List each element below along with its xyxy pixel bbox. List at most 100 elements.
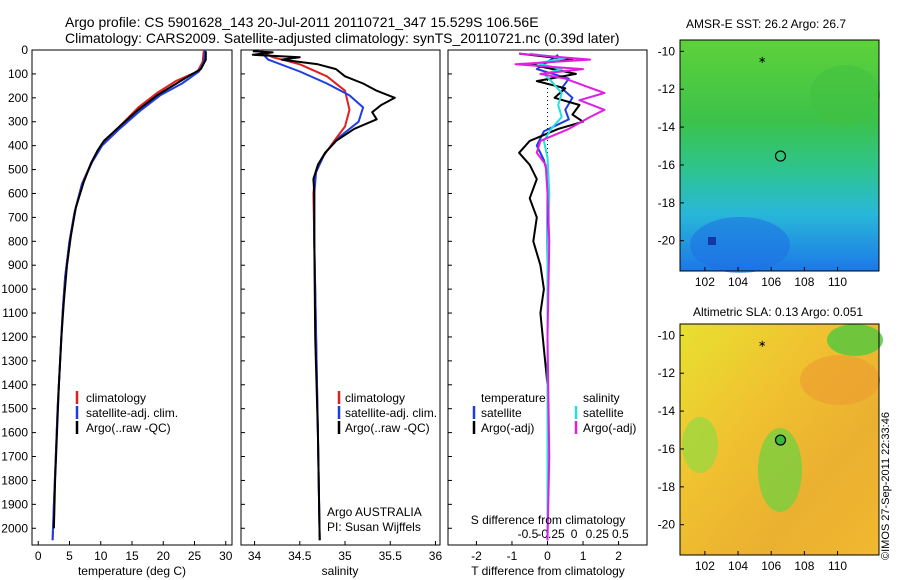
difference-legend: temperature salinity satellite Argo(-adj… — [472, 391, 636, 435]
s-difference-label: S difference from climatology — [471, 513, 626, 527]
profile-location-marker — [774, 150, 787, 162]
x-tick-label: 34 — [248, 549, 262, 563]
map-lat-label: -10 — [658, 44, 676, 58]
x-tick-label: 0 — [35, 549, 42, 563]
difference-panel: -2 -1 0 1 2 -0.5 -0.25 0 0.25 0.5 T difference f… — [447, 49, 648, 578]
salinity-legend: climatology satellite-adj. clim. Argo(..… — [337, 391, 437, 435]
sst-map-markers: ∗ — [758, 55, 787, 162]
depth-tick-label: 1600 — [1, 426, 28, 440]
depth-tick-label: 100 — [8, 67, 28, 81]
x-tick-label: 36 — [429, 549, 443, 563]
legend-label-t-satellite: satellite — [481, 406, 522, 420]
series-line-argo-adj — [514, 52, 606, 541]
series-line-argo-raw-qc — [52, 51, 207, 529]
sla-green-patch-left — [682, 417, 718, 473]
sst-map-title: AMSR-E SST: 26.2 Argo: 26.7 — [686, 17, 846, 31]
map-lat-label: -20 — [658, 518, 676, 532]
depth-tick-label: 1900 — [1, 497, 28, 511]
x-tick-label: 34.5 — [288, 549, 312, 563]
legend-label-climatology: climatology — [345, 391, 405, 405]
s-diff-tick-label: 0 — [571, 527, 578, 541]
sst-map-panel: AMSR-E SST: 26.2 Argo: 26.7 102 104 106 108… — [658, 17, 880, 289]
legend-label-t-argo: Argo(-adj) — [481, 421, 534, 435]
depth-tick-label: 500 — [8, 163, 28, 177]
float-annotation-line-1: Argo AUSTRALIA — [327, 505, 422, 519]
t-difference-xlabel: T difference from climatology — [471, 564, 625, 578]
depth-tick-label: 1700 — [1, 450, 28, 464]
depth-tick-label: 0 — [21, 43, 28, 57]
map-lon-label: 102 — [695, 559, 715, 573]
difference-plot-area — [514, 52, 606, 541]
map-lat-label: -18 — [658, 480, 676, 494]
sst-warm-patch — [810, 65, 880, 125]
depth-tick-label: 1800 — [1, 473, 28, 487]
x-tick-label: 10 — [94, 549, 108, 563]
s-diff-tick-label: 0.5 — [612, 527, 629, 541]
map-lat-label: -10 — [658, 328, 676, 342]
depth-axis: 0 100 200 300 400 500 600 700 800 900 1000 1100 1200… — [1, 43, 452, 535]
sst-cool-patch — [690, 217, 790, 273]
legend-heading-temperature: temperature — [481, 391, 546, 405]
sst-cold-spot — [708, 237, 716, 245]
s-diff-tick-label: 0.25 — [586, 527, 610, 541]
salinity-panel: 34 34.5 35 35.5 36 salinity climatology sate… — [240, 49, 443, 578]
temperature-panel: 0100200300400500600700800900100011001200… — [1, 43, 452, 578]
legend-label-s-satellite: satellite — [583, 406, 624, 420]
series-line-climatology — [258, 49, 351, 541]
sla-map-frame — [679, 323, 880, 556]
sla-green-patch-mid — [758, 428, 802, 512]
x-tick-label: 20 — [157, 549, 171, 563]
sst-map-axes: 102 104 106 108 110 -10 -12 -14 -16 -18 -20 — [658, 44, 848, 289]
series-line-argo-adj — [518, 52, 584, 541]
temperature-xlabel: temperature (deg C) — [78, 564, 186, 578]
x-tick-label: -1 — [507, 549, 518, 563]
map-small-marker: ∗ — [758, 339, 766, 350]
depth-tick-label: 900 — [8, 258, 28, 272]
title-line-1: Argo profile: CS 5901628_143 20-Jul-2011… — [65, 14, 539, 30]
series-line-satellite-adj-clim — [258, 49, 365, 541]
series-line-climatology — [51, 49, 205, 541]
temperature-frame — [31, 49, 233, 546]
temperature-plot-area — [51, 49, 207, 541]
t-difference-x-axis: -2 -1 0 1 2 — [471, 541, 622, 563]
salinity-frame — [240, 49, 441, 546]
depth-tick-label: 1500 — [1, 402, 28, 416]
depth-tick-label: 1100 — [2, 306, 28, 320]
map-lon-label: 106 — [761, 559, 781, 573]
float-annotation-line-2: PI: Susan Wijffels — [327, 520, 421, 534]
salinity-x-axis: 34 34.5 35 35.5 36 — [248, 541, 443, 563]
map-lon-label: 108 — [794, 275, 814, 289]
depth-tick-label: 1400 — [1, 378, 28, 392]
legend-label-satellite-adj: satellite-adj. clim. — [86, 406, 178, 420]
salinity-plot-area — [251, 49, 396, 541]
s-diff-tick-label: -0.5 — [518, 527, 539, 541]
sla-green-patch-top — [827, 324, 883, 356]
map-lon-label: 106 — [761, 275, 781, 289]
sla-map-title: Altimetric SLA: 0.13 Argo: 0.051 — [693, 305, 863, 319]
map-lat-label: -14 — [658, 404, 676, 418]
x-tick-label: 35 — [338, 549, 352, 563]
x-tick-label: -2 — [471, 549, 482, 563]
salinity-xlabel: salinity — [322, 564, 359, 578]
depth-tick-label: 2000 — [1, 521, 28, 535]
sla-high-patch — [800, 355, 880, 405]
map-lat-label: -12 — [658, 82, 676, 96]
map-lat-label: -18 — [658, 196, 676, 210]
map-lat-label: -20 — [658, 234, 676, 248]
legend-heading-salinity: salinity — [583, 391, 620, 405]
map-small-marker: ∗ — [758, 55, 766, 66]
s-diff-tick-label: -0.25 — [537, 527, 565, 541]
map-lat-label: -14 — [658, 120, 676, 134]
depth-tick-label: 700 — [8, 210, 28, 224]
temperature-x-axis: 0 5 10 15 20 25 30 — [35, 541, 233, 563]
title-line-2: Climatology: CARS2009. Satellite-adjuste… — [65, 30, 620, 46]
x-tick-label: 0 — [544, 549, 551, 563]
legend-label-s-argo: Argo(-adj) — [583, 421, 636, 435]
map-lon-label: 104 — [728, 559, 748, 573]
x-tick-label: 35.5 — [379, 549, 403, 563]
map-lat-label: -16 — [658, 442, 676, 456]
sla-map-panel: Altimetric SLA: 0.13 Argo: 0.051 102 104 1… — [658, 305, 883, 573]
map-lat-label: -12 — [658, 366, 676, 380]
x-tick-label: 5 — [66, 549, 73, 563]
depth-tick-label: 800 — [8, 234, 28, 248]
